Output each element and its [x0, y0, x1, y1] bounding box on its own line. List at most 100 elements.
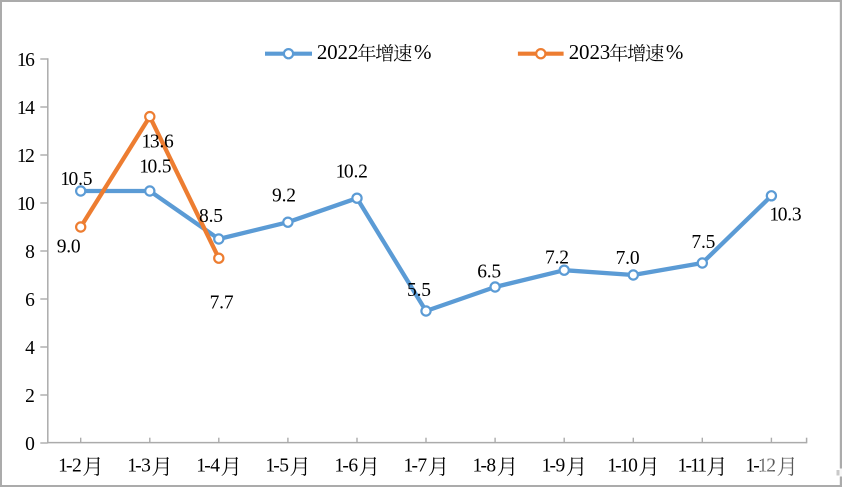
svg-text:-: -: [615, 456, 622, 477]
svg-text:1: 1: [17, 194, 27, 215]
svg-text:.: .: [219, 293, 224, 314]
svg-text:5: 5: [83, 169, 93, 190]
svg-text:7: 7: [224, 293, 234, 314]
svg-text:1: 1: [607, 456, 617, 477]
svg-text:.: .: [417, 280, 422, 301]
svg-text:-: -: [204, 456, 211, 477]
svg-text:2: 2: [569, 40, 580, 64]
svg-text:1: 1: [697, 456, 707, 477]
svg-text:7: 7: [417, 456, 427, 477]
svg-text:6: 6: [477, 262, 487, 283]
svg-text:2: 2: [358, 162, 368, 183]
svg-text:7: 7: [691, 232, 701, 253]
svg-text:1: 1: [542, 456, 552, 477]
svg-text:-: -: [753, 456, 760, 477]
svg-text:%: %: [666, 40, 684, 64]
svg-text:.: .: [78, 169, 83, 190]
svg-text:1: 1: [17, 98, 27, 119]
svg-text:5: 5: [279, 456, 289, 477]
svg-text:0: 0: [69, 169, 79, 190]
svg-text:7: 7: [545, 248, 555, 269]
svg-text:5: 5: [213, 206, 223, 227]
svg-text:-: -: [342, 456, 349, 477]
svg-text:.: .: [66, 236, 71, 257]
svg-text:3: 3: [141, 456, 151, 477]
svg-text:2: 2: [766, 456, 776, 477]
svg-text:6: 6: [164, 131, 174, 152]
svg-text:0: 0: [327, 40, 338, 64]
svg-text:2: 2: [348, 40, 359, 64]
svg-text:6: 6: [25, 50, 35, 71]
svg-text:3: 3: [792, 204, 802, 225]
svg-text:1: 1: [678, 456, 688, 477]
svg-text:2: 2: [589, 40, 600, 64]
svg-text:0: 0: [630, 248, 640, 269]
svg-text:2: 2: [286, 186, 296, 207]
svg-text:1: 1: [142, 131, 152, 152]
svg-text:2: 2: [559, 248, 569, 269]
svg-text:8: 8: [25, 242, 35, 263]
svg-text:4: 4: [25, 338, 35, 359]
svg-text:2: 2: [338, 40, 349, 64]
svg-text:1: 1: [690, 456, 700, 477]
svg-text:1: 1: [473, 456, 483, 477]
svg-text:1: 1: [769, 204, 779, 225]
svg-text:0: 0: [778, 204, 788, 225]
svg-text:0: 0: [628, 456, 638, 477]
svg-text:1: 1: [265, 456, 275, 477]
svg-text:2: 2: [25, 146, 35, 167]
svg-text:7: 7: [210, 293, 220, 314]
svg-text:3: 3: [150, 131, 160, 152]
svg-text:1: 1: [17, 146, 27, 167]
svg-text:1: 1: [758, 456, 768, 477]
svg-text:0: 0: [344, 162, 354, 183]
svg-text:9: 9: [57, 236, 67, 257]
svg-text:5: 5: [407, 280, 417, 301]
svg-text:1: 1: [139, 156, 149, 177]
svg-text:2: 2: [317, 40, 328, 64]
svg-text:0: 0: [71, 236, 81, 257]
svg-text:3: 3: [600, 40, 611, 64]
svg-text:-: -: [66, 456, 73, 477]
svg-text:1: 1: [334, 456, 344, 477]
svg-text:1: 1: [58, 456, 68, 477]
svg-text:.: .: [701, 232, 706, 253]
svg-text:.: .: [157, 156, 162, 177]
svg-text:.: .: [625, 248, 630, 269]
svg-text:-: -: [273, 456, 280, 477]
svg-text:.: .: [487, 262, 492, 283]
svg-text:0: 0: [148, 156, 158, 177]
svg-text:4: 4: [25, 98, 35, 119]
svg-text:5: 5: [491, 262, 501, 283]
svg-text:6: 6: [348, 456, 358, 477]
svg-text:.: .: [209, 206, 214, 227]
svg-text:8: 8: [486, 456, 496, 477]
svg-text:5: 5: [706, 232, 716, 253]
svg-text:.: .: [282, 186, 287, 207]
svg-text:-: -: [411, 456, 418, 477]
svg-text:0: 0: [25, 434, 35, 455]
svg-text:-: -: [480, 456, 487, 477]
svg-text:1: 1: [127, 456, 137, 477]
svg-text:1: 1: [196, 456, 206, 477]
svg-text:.: .: [353, 162, 358, 183]
svg-text:-: -: [685, 456, 692, 477]
svg-text:9: 9: [272, 186, 282, 207]
svg-text:%: %: [414, 40, 432, 64]
svg-text:-: -: [135, 456, 142, 477]
svg-text:1: 1: [620, 456, 630, 477]
svg-text:4: 4: [210, 456, 220, 477]
svg-text:6: 6: [25, 290, 35, 311]
svg-text:1: 1: [745, 456, 755, 477]
svg-text:2: 2: [72, 456, 82, 477]
svg-text:7: 7: [616, 248, 626, 269]
svg-text:2: 2: [25, 386, 35, 407]
svg-text:1: 1: [60, 169, 70, 190]
svg-text:-: -: [550, 456, 557, 477]
svg-text:1: 1: [17, 50, 27, 71]
svg-text:9: 9: [556, 456, 566, 477]
svg-text:.: .: [555, 248, 560, 269]
svg-text:5: 5: [421, 280, 431, 301]
svg-text:0: 0: [25, 194, 35, 215]
svg-text:5: 5: [162, 156, 172, 177]
